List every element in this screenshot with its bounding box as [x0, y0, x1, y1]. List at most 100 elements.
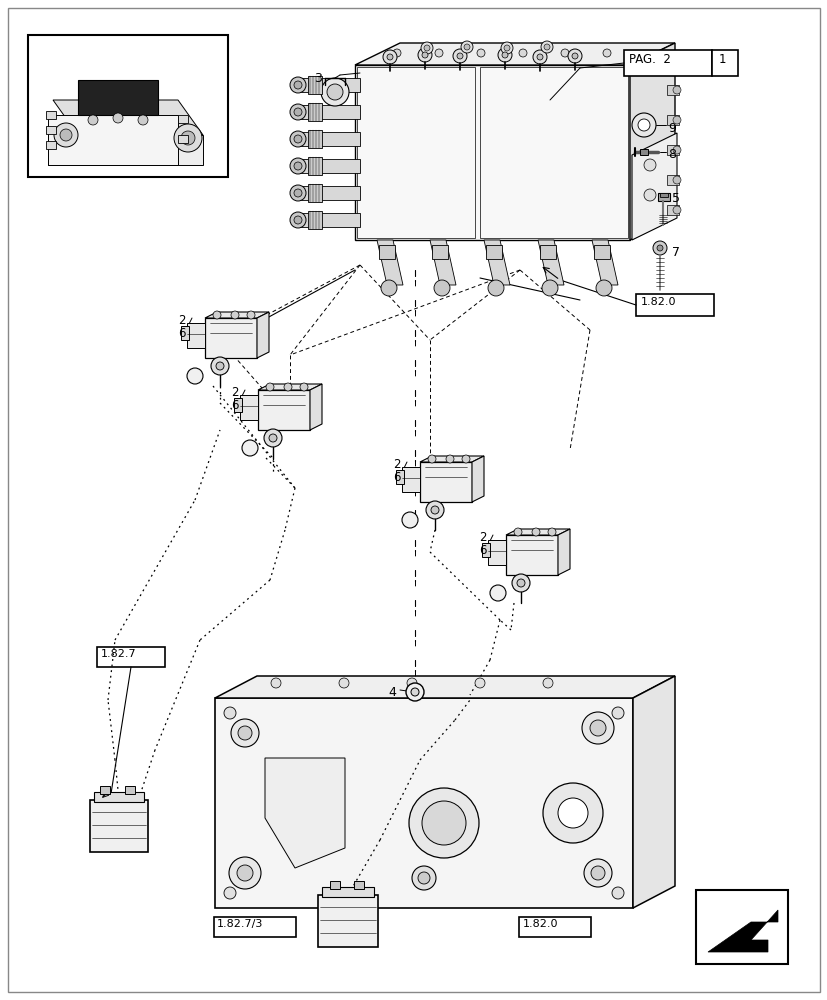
Text: 2: 2	[393, 458, 400, 471]
Circle shape	[284, 383, 292, 391]
Circle shape	[289, 104, 306, 120]
Bar	[97, 647, 165, 667]
Text: 1.82.7/3: 1.82.7/3	[217, 919, 263, 929]
Circle shape	[422, 801, 466, 845]
Circle shape	[500, 42, 513, 54]
Circle shape	[88, 115, 98, 125]
Circle shape	[672, 116, 680, 124]
Text: 5: 5	[672, 192, 679, 205]
Polygon shape	[240, 395, 258, 420]
Circle shape	[294, 216, 302, 224]
Bar	[667, 205, 678, 215]
Bar	[234, 398, 241, 412]
Circle shape	[231, 311, 239, 319]
Bar	[696, 890, 787, 964]
Bar	[178, 115, 188, 123]
Text: 1.82.0: 1.82.0	[640, 297, 676, 307]
Circle shape	[229, 857, 261, 889]
Polygon shape	[78, 80, 158, 115]
Circle shape	[402, 512, 418, 528]
Polygon shape	[309, 384, 322, 430]
Bar	[639, 149, 648, 155]
Circle shape	[425, 501, 443, 519]
Bar	[308, 103, 322, 121]
Bar	[213, 917, 295, 937]
Polygon shape	[48, 115, 178, 165]
Circle shape	[289, 212, 306, 228]
Text: 1: 1	[718, 53, 725, 66]
Circle shape	[321, 78, 348, 106]
Text: 6: 6	[479, 544, 486, 557]
Circle shape	[542, 280, 557, 296]
Circle shape	[543, 783, 602, 843]
Bar	[667, 175, 678, 185]
Polygon shape	[487, 540, 505, 565]
Bar	[635, 294, 713, 316]
Circle shape	[224, 887, 236, 899]
Polygon shape	[215, 698, 632, 908]
Text: 9: 9	[667, 122, 675, 135]
Circle shape	[54, 123, 78, 147]
Text: 1.82.7: 1.82.7	[101, 649, 136, 659]
Polygon shape	[505, 529, 569, 535]
Bar	[46, 126, 56, 134]
Circle shape	[409, 788, 479, 858]
Circle shape	[289, 77, 306, 93]
Circle shape	[463, 44, 470, 50]
Polygon shape	[632, 676, 674, 908]
Polygon shape	[265, 758, 345, 868]
Circle shape	[672, 146, 680, 154]
Circle shape	[294, 162, 302, 170]
Circle shape	[418, 48, 432, 62]
Circle shape	[289, 158, 306, 174]
Polygon shape	[215, 676, 674, 698]
Bar	[100, 786, 110, 794]
Circle shape	[431, 506, 438, 514]
Polygon shape	[557, 529, 569, 575]
Bar	[94, 792, 144, 802]
Polygon shape	[629, 43, 674, 240]
Bar	[28, 35, 227, 177]
Polygon shape	[256, 312, 269, 358]
Circle shape	[490, 585, 505, 601]
Circle shape	[504, 45, 509, 51]
Text: 6: 6	[393, 471, 400, 484]
Circle shape	[476, 49, 485, 57]
Polygon shape	[484, 240, 509, 285]
Circle shape	[561, 49, 568, 57]
Circle shape	[60, 129, 72, 141]
Circle shape	[241, 440, 258, 456]
Circle shape	[611, 887, 624, 899]
Polygon shape	[419, 462, 471, 502]
Circle shape	[672, 86, 680, 94]
Text: 2: 2	[479, 531, 486, 544]
Circle shape	[294, 81, 302, 89]
Circle shape	[557, 798, 587, 828]
Circle shape	[533, 50, 547, 64]
Bar	[322, 887, 374, 897]
Polygon shape	[419, 456, 484, 462]
Circle shape	[338, 678, 348, 688]
Circle shape	[216, 362, 224, 370]
Polygon shape	[355, 65, 629, 240]
Polygon shape	[376, 240, 403, 285]
Polygon shape	[707, 910, 777, 952]
Circle shape	[380, 280, 396, 296]
Circle shape	[174, 124, 202, 152]
Circle shape	[418, 872, 429, 884]
Bar	[519, 917, 590, 937]
Text: 3: 3	[313, 72, 322, 85]
Circle shape	[428, 455, 436, 463]
Circle shape	[386, 54, 393, 60]
Bar	[395, 470, 404, 484]
Bar	[657, 193, 669, 201]
Circle shape	[246, 311, 255, 319]
Polygon shape	[591, 240, 617, 285]
Bar	[46, 141, 56, 149]
Bar	[379, 245, 394, 259]
Circle shape	[543, 678, 552, 688]
Circle shape	[407, 678, 417, 688]
Circle shape	[567, 49, 581, 63]
Circle shape	[294, 135, 302, 143]
Polygon shape	[355, 43, 674, 65]
